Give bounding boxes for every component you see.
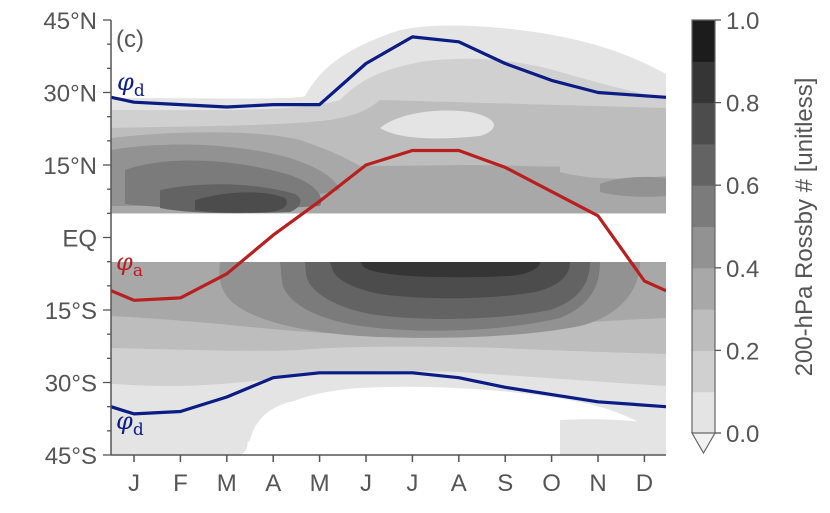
colorbar-segment: [692, 61, 715, 104]
colorbar-tick-label: 0.0: [726, 421, 759, 448]
sh-contour-fill-8: [360, 262, 540, 278]
series-label-phi-d-south: φd: [116, 407, 144, 440]
colorbar-segment: [692, 267, 715, 310]
x-tick-label: F: [173, 470, 188, 497]
x-tick-label: A: [451, 470, 467, 497]
colorbar-segment: [692, 185, 715, 227]
series-lines: [111, 35, 666, 416]
series-line-1: [111, 148, 666, 302]
colorbar-segment: [692, 391, 715, 434]
panel-label: (c): [116, 26, 144, 53]
series-label-phi-d-north: φd: [117, 68, 145, 101]
colorbar-tick-label: 0.6: [726, 173, 759, 200]
x-tick-label: N: [589, 470, 606, 497]
x-tick-label: A: [265, 470, 281, 497]
nh-contour-fill-hole: [380, 110, 494, 139]
x-tick-label: O: [542, 470, 561, 497]
x-tick-label: M: [310, 470, 330, 497]
series-line-0: [111, 35, 666, 109]
nh-contour-fill-dec2: [600, 176, 666, 197]
colorbar-tick-label: 0.2: [726, 338, 759, 365]
x-tick-label: J: [406, 470, 418, 497]
colorbar-segment: [692, 20, 715, 62]
colorbar-frame: [691, 19, 716, 433]
colorbar-segment: [692, 102, 715, 145]
x-tick-label: M: [217, 470, 237, 497]
y-tick-label: 15°N: [43, 153, 97, 180]
y-tick-label: 15°S: [45, 298, 97, 325]
colorbar-label: 200-hPa Rossby # [unitless]: [791, 78, 818, 377]
sh-contours: [111, 262, 666, 455]
x-tick-label: J: [360, 470, 372, 497]
series-label-phi-a: φa: [116, 248, 143, 281]
y-axis: 45°N 30°N 15°N EQ 15°S 30°S 45°S: [43, 8, 112, 470]
nh-contour-fill-dec: [560, 139, 666, 179]
colorbar-segment: [692, 143, 715, 186]
y-tick-label: 30°S: [45, 371, 97, 398]
colorbar-segment: [692, 350, 715, 393]
x-tick-label: D: [636, 470, 653, 497]
x-tick-label: J: [128, 470, 140, 497]
colorbar-tick-label: 0.4: [726, 256, 759, 283]
x-tick-label: S: [497, 470, 513, 497]
series-line-2: [111, 371, 666, 416]
colorbar: 0.0 0.2 0.4 0.6 0.8 1.0: [690, 8, 759, 455]
nh-contours: [111, 25, 666, 214]
colorbar-segment: [692, 309, 715, 351]
colorbar-extend: [690, 432, 717, 455]
sh-se-fill: [560, 419, 666, 455]
y-tick-label: 45°N: [43, 8, 97, 35]
colorbar-segment: [692, 226, 715, 269]
y-tick-label: EQ: [62, 226, 97, 253]
sh-sw-fill: [111, 410, 248, 455]
y-tick-label: 30°N: [43, 81, 97, 108]
y-tick-label: 45°S: [45, 443, 97, 470]
colorbar-tick-label: 0.8: [726, 91, 759, 118]
colorbar-tick-label: 1.0: [726, 8, 759, 35]
nh-contour-fill-7: [195, 192, 287, 213]
